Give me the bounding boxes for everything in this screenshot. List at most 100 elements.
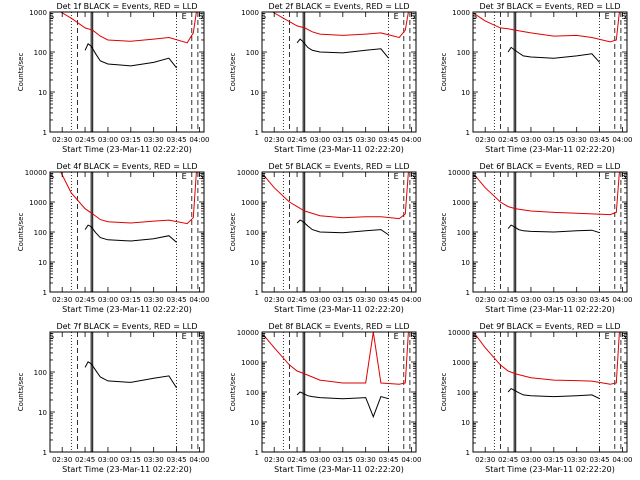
y-tick-label: 1000 <box>29 199 47 207</box>
subplot-title: Det 4f BLACK = Events, RED = LLD <box>56 162 197 171</box>
y-tick-label: 100 <box>457 49 470 57</box>
x-axis-label: Start Time (23-Mar-11 02:22:20) <box>485 305 615 314</box>
series-lld <box>60 11 197 44</box>
marker-label: S <box>472 12 477 21</box>
marker-label: S <box>198 172 203 181</box>
y-tick-label: 100 <box>246 389 259 397</box>
x-tick-label: 03:45 <box>166 296 186 304</box>
x-tick-label: 02:45 <box>75 136 95 144</box>
subplot-title: Det 1f BLACK = Events, RED = LLD <box>56 2 197 11</box>
x-tick-label: 03:45 <box>378 456 398 464</box>
series-lld <box>263 331 409 385</box>
y-tick-label: 1000 <box>452 359 470 367</box>
series-lld <box>474 171 620 216</box>
plot-frame <box>261 331 417 453</box>
x-tick-label: 02:45 <box>498 456 518 464</box>
x-tick-label: 02:45 <box>75 296 95 304</box>
y-tick-label: 10 <box>461 259 470 267</box>
y-axis-label: Counts/sec <box>440 373 448 412</box>
x-tick-label: 03:30 <box>144 296 164 304</box>
x-axis-label: Start Time (23-Mar-11 02:22:20) <box>274 145 404 154</box>
y-tick-label: 1 <box>43 449 47 457</box>
x-tick-label: 03:00 <box>98 456 118 464</box>
x-tick-label: 03:30 <box>567 136 587 144</box>
plot-frame <box>49 171 205 293</box>
marker-label: S <box>621 12 626 21</box>
x-tick-label: 02:45 <box>498 296 518 304</box>
marker-label: S <box>198 332 203 341</box>
x-tick-label: 03:15 <box>333 296 353 304</box>
y-tick-label: 1000 <box>241 9 259 17</box>
subplot-title: Det 9f BLACK = Events, RED = LLD <box>479 322 620 331</box>
marker-label: S <box>49 12 54 21</box>
y-tick-label: 1000 <box>29 9 47 17</box>
marker-label: S <box>49 332 54 341</box>
subplot-title: Det 5f BLACK = Events, RED = LLD <box>268 162 409 171</box>
x-tick-label: 02:30 <box>52 296 72 304</box>
subplot-title: Det 6f BLACK = Events, RED = LLD <box>479 162 620 171</box>
x-tick-label: 02:30 <box>264 296 284 304</box>
x-axis-label: Start Time (23-Mar-11 02:22:20) <box>485 465 615 474</box>
marker-label: E <box>182 12 187 21</box>
marker-label: E <box>182 332 187 341</box>
x-tick-label: 03:00 <box>310 456 330 464</box>
y-tick-label: 10 <box>250 89 259 97</box>
y-tick-label: 1 <box>255 129 259 137</box>
plot-frame <box>472 11 628 133</box>
marker-label: E <box>394 332 399 341</box>
x-axis-label: Start Time (23-Mar-11 02:22:20) <box>62 465 192 474</box>
marker-label: E <box>605 12 610 21</box>
subplot-title: Det 3f BLACK = Events, RED = LLD <box>479 2 620 11</box>
x-tick-label: 03:30 <box>356 136 376 144</box>
marker-label: E <box>605 332 610 341</box>
y-tick-label: 1 <box>466 289 470 297</box>
x-tick-label: 03:00 <box>521 456 541 464</box>
y-axis-label: Counts/sec <box>17 373 25 412</box>
x-axis-label: Start Time (23-Mar-11 02:22:20) <box>485 145 615 154</box>
y-tick-label: 1000 <box>241 199 259 207</box>
x-tick-label: 03:00 <box>521 296 541 304</box>
y-axis-label: Counts/sec <box>17 213 25 252</box>
x-tick-label: 03:15 <box>544 136 564 144</box>
x-tick-label: 04:00 <box>189 136 209 144</box>
x-tick-label: 04:00 <box>612 296 632 304</box>
y-tick-label: 1 <box>466 449 470 457</box>
y-tick-label: 1 <box>466 129 470 137</box>
marker-label: E <box>605 172 610 181</box>
x-tick-label: 03:45 <box>589 456 609 464</box>
series-events <box>296 38 389 59</box>
y-tick-label: 100 <box>246 49 259 57</box>
plot-frame <box>49 331 205 453</box>
x-tick-label: 02:30 <box>264 456 284 464</box>
y-tick-label: 1000 <box>241 359 259 367</box>
y-tick-label: 1000 <box>452 9 470 17</box>
x-tick-label: 02:30 <box>52 136 72 144</box>
plot-frame <box>472 331 628 453</box>
x-tick-label: 03:15 <box>121 136 141 144</box>
x-tick-label: 02:45 <box>75 456 95 464</box>
x-tick-label: 03:30 <box>356 456 376 464</box>
y-tick-label: 100 <box>246 229 259 237</box>
series-events <box>507 46 600 63</box>
x-tick-label: 03:45 <box>378 296 398 304</box>
y-tick-label: 1 <box>43 129 47 137</box>
x-tick-label: 03:00 <box>98 296 118 304</box>
y-tick-label: 100 <box>457 389 470 397</box>
y-tick-label: 100 <box>34 369 47 377</box>
y-tick-label: 10 <box>38 259 47 267</box>
y-tick-label: 10 <box>38 89 47 97</box>
x-axis-label: Start Time (23-Mar-11 02:22:20) <box>274 305 404 314</box>
x-axis-label: Start Time (23-Mar-11 02:22:20) <box>62 305 192 314</box>
marker-label: E <box>394 12 399 21</box>
series-events <box>507 224 600 234</box>
x-tick-label: 03:30 <box>144 456 164 464</box>
x-tick-label: 03:15 <box>121 296 141 304</box>
x-tick-label: 02:30 <box>475 456 495 464</box>
